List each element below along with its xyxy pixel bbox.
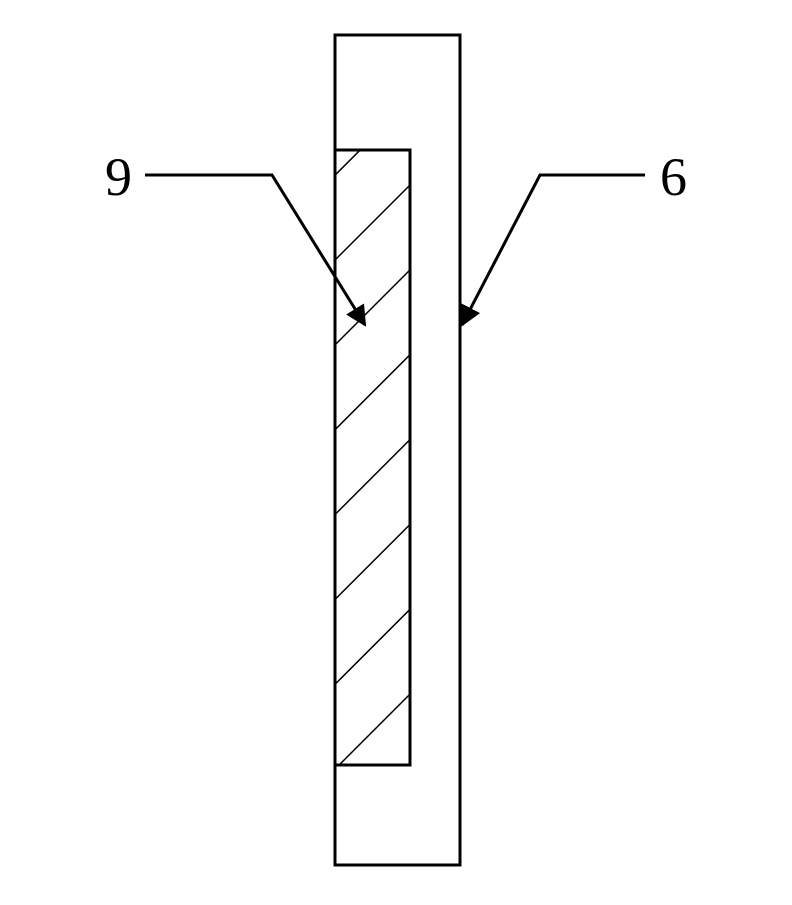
technical-diagram: 96 [0,0,792,905]
inner-hatched-region [335,150,410,765]
label-6-text: 6 [660,147,687,207]
label-9-text: 9 [105,147,132,207]
